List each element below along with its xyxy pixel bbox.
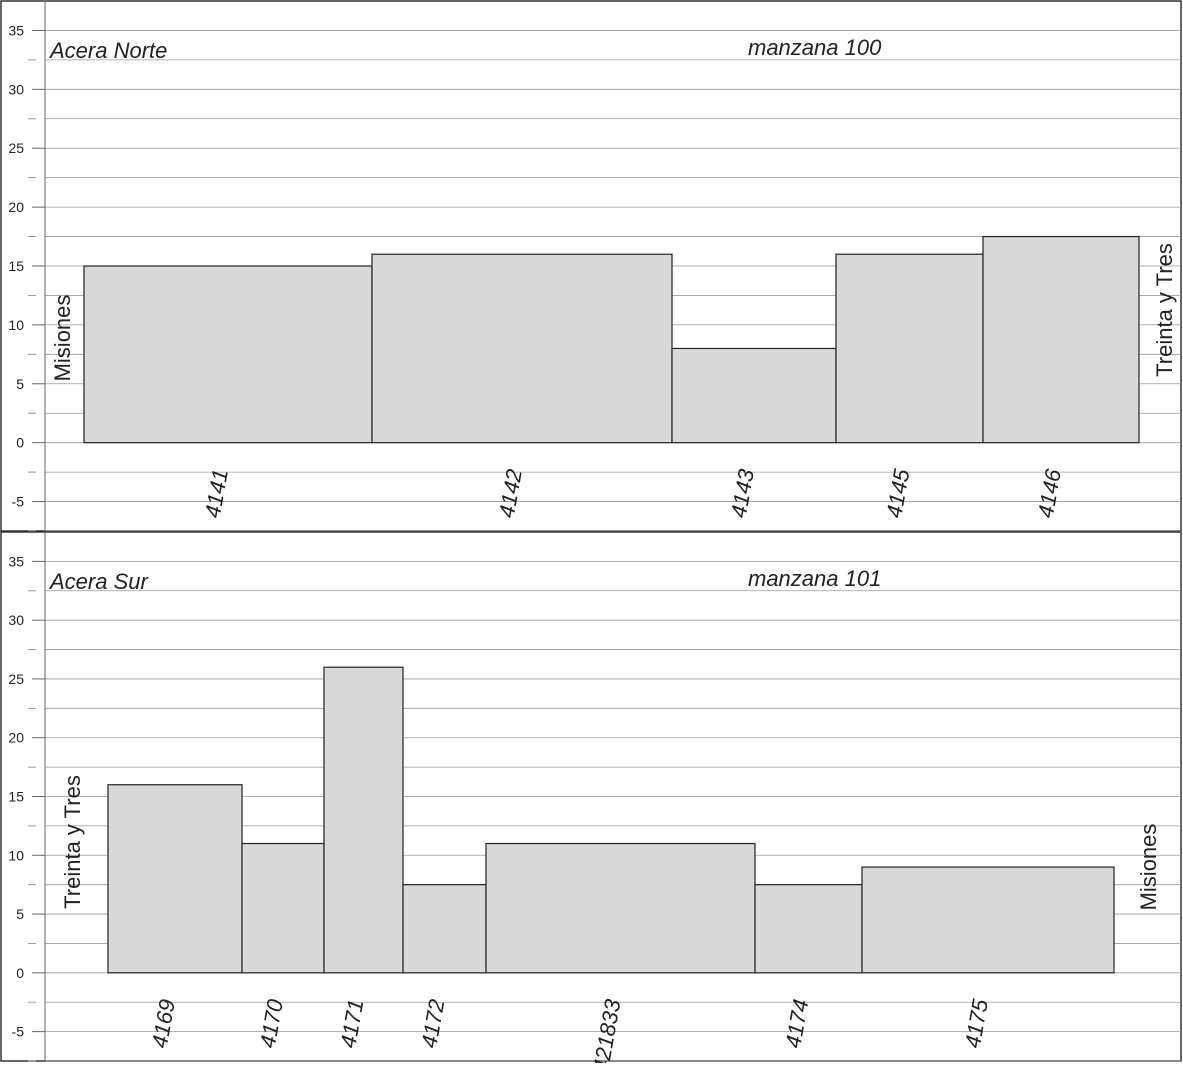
y-tick-label: 20 [8,730,24,746]
x-tick-label: 4142 [494,467,527,520]
x-tick-label: 4169 [147,997,180,1050]
x-tick-label: 4145 [881,466,914,519]
left-street-label: Treinta y Tres [60,775,85,909]
x-tick-label: 4171 [335,997,368,1050]
y-tick-label: 10 [8,317,24,333]
left-street-label: Misiones [50,295,75,382]
y-tick-label: 0 [16,965,24,981]
bar [671,347,837,444]
y-tick-label: 5 [16,906,24,922]
bar [371,253,673,444]
y-tick-label: 30 [8,81,24,97]
bar [107,784,243,974]
y-tick-label: 25 [8,140,24,156]
panel-title: manzana 100 [748,35,882,60]
bar [982,235,1140,444]
y-tick-label: 25 [8,671,24,687]
bar [323,666,404,974]
y-tick-label: -5 [12,1024,25,1040]
x-tick-label: 4143 [726,466,759,519]
bar [835,253,984,444]
x-tick-label: 4170 [255,997,288,1050]
y-tick-label: 15 [8,258,24,274]
bar [485,842,756,974]
bar [402,884,487,974]
bar [83,265,373,444]
y-tick-label: 35 [8,22,24,38]
y-tick-label: -5 [12,494,25,510]
x-tick-label: 4172 [416,997,449,1050]
y-tick-label: 10 [8,847,24,863]
panel-title: manzana 101 [748,566,881,591]
y-tick-label: 5 [16,376,24,392]
y-tick-label: 35 [8,553,24,569]
bar [754,884,863,974]
panel-subtitle: Acera Norte [48,38,167,63]
bar [241,842,325,974]
right-street-label: Misiones [1136,824,1161,911]
right-street-label: Treinta y Tres [1152,243,1177,377]
panel-subtitle: Acera Sur [48,569,149,594]
y-tick-label: 20 [8,199,24,215]
x-tick-label: 4141 [200,467,233,520]
y-tick-label: 15 [8,789,24,805]
x-tick-label: 4146 [1033,466,1066,519]
bar [861,866,1115,974]
x-tick-label: 4175 [960,997,993,1050]
x-tick-label: 4174 [780,997,813,1050]
y-tick-label: 0 [16,435,24,451]
x-tick-label: 421833 [588,997,626,1063]
y-tick-label: 30 [8,612,24,628]
